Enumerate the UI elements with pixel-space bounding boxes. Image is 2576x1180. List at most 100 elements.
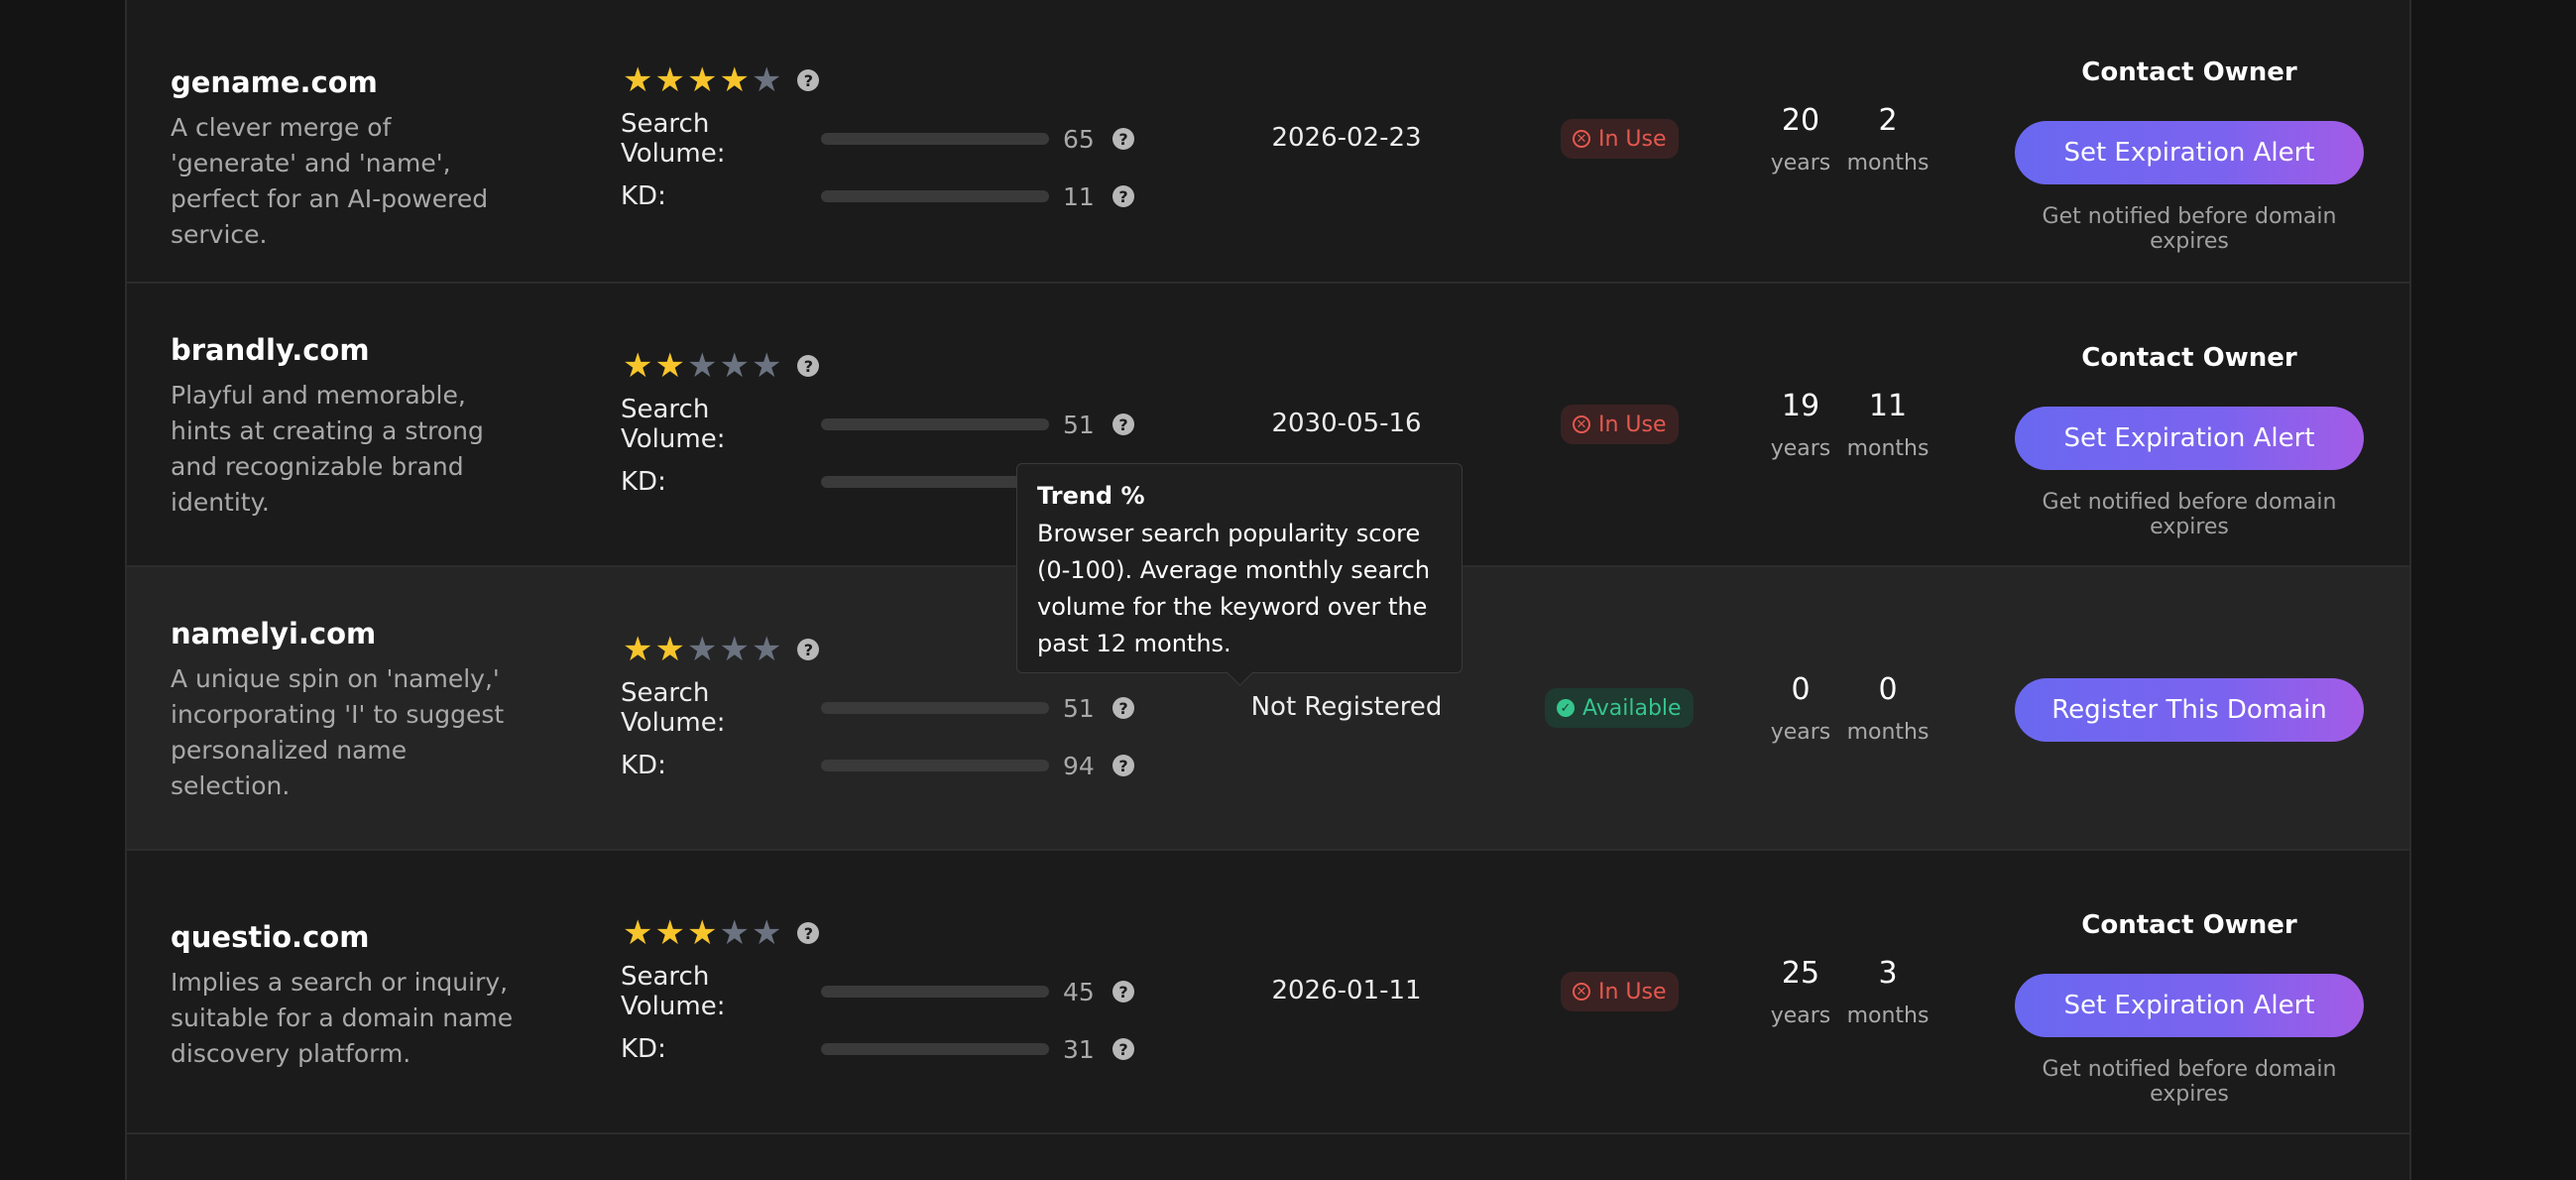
kd-metric: KD: 94 ? [621, 751, 1134, 780]
search-volume-metric: Search Volume: 45 ? [621, 962, 1134, 1021]
help-icon[interactable]: ? [1112, 1038, 1134, 1060]
tooltip-title: Trend % [1037, 482, 1145, 510]
x-circle-icon: ✕ [1573, 130, 1590, 148]
kd-bar [821, 190, 1049, 202]
status-label: Available [1582, 695, 1682, 721]
star-icon: ★ [751, 346, 782, 386]
expiration-alert-hint: Get notified before domain expires [2042, 1057, 2337, 1107]
kd-bar [821, 476, 1049, 488]
age-years-label: years [1770, 436, 1831, 461]
domain-description: Playful and memorable, hints at creating… [171, 381, 484, 517]
status-badge: ✓ Available [1545, 688, 1694, 728]
domain-name[interactable]: namelyi.com [171, 617, 377, 650]
expiration-date: 2030-05-16 [1271, 409, 1422, 438]
status-badge: ✕ In Use [1561, 119, 1679, 159]
expiration-alert-hint: Get notified before domain expires [2042, 490, 2337, 539]
kd-label: KD: [621, 467, 666, 497]
help-icon[interactable]: ? [1112, 981, 1134, 1003]
next-row-partial [127, 1140, 2409, 1180]
domain-name[interactable]: brandly.com [171, 333, 370, 367]
search-volume-metric: Search Volume: 65 ? [621, 109, 1134, 169]
age-months-label: months [1846, 436, 1930, 461]
star-icon: ★ [654, 630, 685, 669]
domain-row: gename.com A clever merge of 'generate' … [127, 0, 2409, 284]
help-icon[interactable]: ? [1112, 185, 1134, 207]
star-icon: ★ [686, 913, 718, 953]
help-icon[interactable]: ? [797, 355, 820, 377]
search-volume-value: 45 [1063, 977, 1095, 1006]
set-expiration-alert-button[interactable]: Set Expiration Alert [2015, 407, 2364, 470]
check-circle-icon: ✓ [1557, 699, 1575, 717]
search-volume-label: Search Volume: [621, 109, 726, 169]
age-months-label: months [1846, 151, 1930, 176]
age-years-value: 20 [1781, 103, 1820, 138]
expiration-date: 2026-02-23 [1271, 123, 1422, 153]
star-icon: ★ [719, 346, 750, 386]
search-volume-label: Search Volume: [621, 678, 726, 738]
search-volume-bar [821, 702, 1049, 714]
kd-metric: KD: 11 ? [621, 181, 1134, 211]
help-icon[interactable]: ? [797, 639, 820, 660]
age-months-value: 3 [1878, 956, 1898, 991]
contact-owner-link[interactable]: Contact Owner [2081, 910, 2297, 940]
star-rating: ★ ★ ★ ★ ★? [623, 630, 820, 669]
domain-name[interactable]: gename.com [171, 65, 378, 99]
x-circle-icon: ✕ [1573, 983, 1590, 1001]
help-icon[interactable]: ? [797, 69, 820, 91]
age-years-label: years [1770, 151, 1831, 176]
domain-name[interactable]: questio.com [171, 920, 370, 954]
help-icon[interactable]: ? [1112, 755, 1134, 776]
search-volume-value: 51 [1063, 410, 1095, 439]
kd-label: KD: [621, 181, 666, 211]
kd-bar [821, 1043, 1049, 1055]
search-volume-value: 51 [1063, 693, 1095, 723]
star-icon: ★ [719, 913, 750, 953]
age-years-value: 25 [1781, 956, 1820, 991]
search-volume-bar [821, 133, 1049, 145]
domain-description: A unique spin on 'namely,' incorporating… [171, 664, 505, 800]
domain-results-table: gename.com A clever merge of 'generate' … [125, 0, 2411, 1180]
domain-description: A clever merge of 'generate' and 'name',… [171, 113, 489, 249]
search-volume-metric: Search Volume: 51 ? [621, 395, 1134, 454]
star-icon: ★ [654, 913, 685, 953]
contact-owner-link[interactable]: Contact Owner [2081, 58, 2297, 87]
star-icon: ★ [623, 913, 653, 953]
domain-row: questio.com Implies a search or inquiry,… [127, 851, 2409, 1134]
register-domain-button[interactable]: Register This Domain [2015, 678, 2364, 742]
tooltip-body: Browser search popularity score (0-100).… [1037, 520, 1431, 657]
star-icon: ★ [751, 913, 782, 953]
help-icon[interactable]: ? [1112, 697, 1134, 719]
search-volume-bar [821, 986, 1049, 998]
status-label: In Use [1598, 126, 1667, 152]
search-volume-label: Search Volume: [621, 962, 726, 1021]
status-label: In Use [1598, 412, 1667, 437]
kd-metric: KD: 31 ? [621, 1034, 1134, 1064]
help-icon[interactable]: ? [1112, 413, 1134, 435]
age-months-value: 2 [1878, 103, 1898, 138]
star-rating: ★ ★ ★ ★ ★? [623, 346, 820, 386]
search-volume-value: 65 [1063, 124, 1095, 154]
star-icon: ★ [623, 60, 653, 100]
star-icon: ★ [623, 630, 653, 669]
status-label: In Use [1598, 979, 1667, 1004]
trend-tooltip: Trend % Browser search popularity score … [1016, 463, 1463, 686]
star-icon: ★ [751, 60, 782, 100]
expiration-date: Not Registered [1250, 692, 1443, 722]
search-volume-metric: Search Volume: 51 ? [621, 678, 1134, 738]
star-icon: ★ [719, 60, 750, 100]
status-badge: ✕ In Use [1561, 405, 1679, 444]
star-icon: ★ [654, 60, 685, 100]
help-icon[interactable]: ? [1112, 128, 1134, 150]
set-expiration-alert-button[interactable]: Set Expiration Alert [2015, 974, 2364, 1037]
kd-value: 11 [1063, 181, 1095, 211]
star-icon: ★ [686, 630, 718, 669]
x-circle-icon: ✕ [1573, 415, 1590, 433]
contact-owner-link[interactable]: Contact Owner [2081, 343, 2297, 373]
age-years-label: years [1770, 1003, 1831, 1028]
age-months-value: 0 [1878, 672, 1898, 707]
domain-row: brandly.com Playful and memorable, hints… [127, 284, 2409, 567]
set-expiration-alert-button[interactable]: Set Expiration Alert [2015, 121, 2364, 184]
age-years-value: 19 [1781, 389, 1820, 423]
expiration-date: 2026-01-11 [1271, 976, 1422, 1005]
help-icon[interactable]: ? [797, 922, 820, 944]
